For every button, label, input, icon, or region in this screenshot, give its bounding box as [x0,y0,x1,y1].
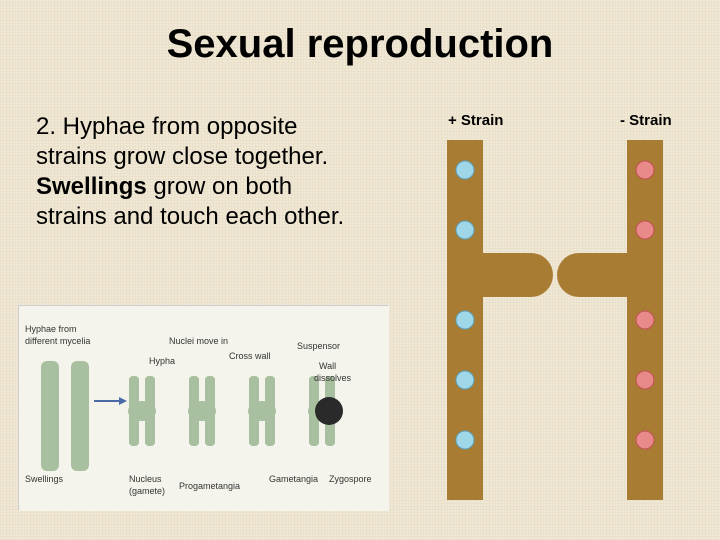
body-text: 2. Hyphae from opposite strains grow clo… [36,112,356,232]
body-bold: Swellings [36,173,147,200]
minus-strain-label: - Strain [620,112,672,129]
diagram-label: Progametangia [179,481,240,491]
diagram-label: Hypha [149,356,175,366]
diagram-label: Nucleus [129,474,162,484]
diagram-label: (gamete) [129,486,165,496]
textbook-diagram: Hyphae from different mycelia Swellings Hyp… [18,305,388,510]
diagram-label: dissolves [314,373,351,383]
diagram-label: Swellings [25,474,63,484]
plus-strain-label: + Strain [448,112,503,129]
diagram-label: Suspensor [297,341,340,351]
body-prefix: 2. Hyphae from opposite strains grow clo… [36,113,328,170]
diagram-label: Nuclei move in [169,336,228,346]
diagram-label: Gametangia [269,474,318,484]
diagram-label: Cross wall [229,351,271,361]
page-title: Sexual reproduction [0,22,720,67]
diagram-label: Hyphae from [25,324,77,334]
diagram-label: Zygospore [329,474,372,484]
hyphae-illustration [415,135,700,520]
diagram-label: different mycelia [25,336,90,346]
diagram-label: Wall [319,361,336,371]
